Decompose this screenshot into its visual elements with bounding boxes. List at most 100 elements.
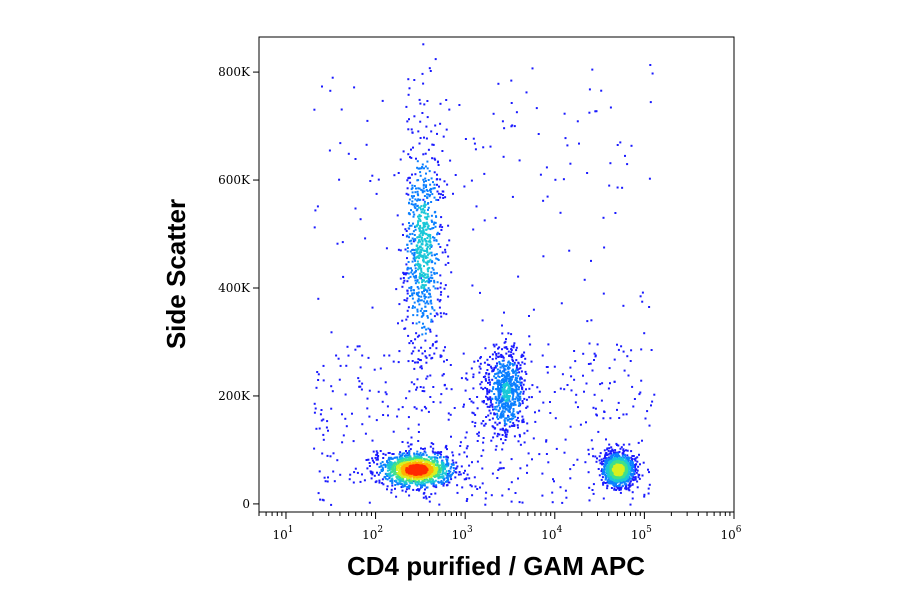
event-point [433, 221, 436, 224]
event-point [622, 413, 625, 416]
event-point [507, 380, 510, 383]
event-point [396, 472, 399, 475]
event-point [417, 361, 419, 364]
event-point [637, 441, 640, 444]
event-point [412, 240, 415, 243]
event-point [418, 246, 421, 249]
event-point [541, 472, 544, 475]
event-point [433, 239, 436, 242]
event-point [628, 482, 631, 485]
event-point [448, 472, 451, 475]
event-point [404, 228, 407, 231]
event-point [470, 400, 473, 403]
event-point [486, 388, 489, 390]
event-point [412, 230, 415, 233]
event-point [419, 120, 422, 123]
event-point [352, 481, 355, 484]
event-point [416, 255, 419, 258]
event-point [489, 355, 491, 358]
event-point [508, 390, 511, 393]
event-point [424, 280, 427, 283]
event-point [463, 403, 465, 406]
event-point [497, 352, 500, 355]
event-point [423, 390, 426, 393]
event-point [407, 93, 410, 96]
event-point [446, 462, 449, 465]
event-point [636, 486, 639, 489]
event-point [479, 356, 482, 358]
event-point [360, 388, 363, 391]
event-point [364, 237, 367, 240]
event-point [412, 203, 415, 206]
event-point [496, 368, 499, 371]
event-point [616, 144, 619, 146]
event-point [497, 398, 500, 401]
event-point [411, 269, 413, 272]
event-point [587, 363, 590, 365]
event-point [499, 387, 502, 390]
event-point [413, 292, 416, 295]
event-point [486, 369, 489, 371]
event-point [411, 322, 414, 325]
event-point [390, 488, 393, 491]
event-point [526, 464, 529, 467]
event-point [395, 479, 398, 482]
event-point [439, 122, 442, 125]
event-point [419, 206, 422, 209]
event-point [406, 267, 409, 270]
event-point [406, 459, 409, 461]
event-point [510, 378, 513, 381]
event-point [604, 454, 607, 457]
event-point [431, 267, 434, 270]
event-point [440, 475, 443, 478]
event-point [420, 365, 423, 368]
event-point [414, 478, 417, 481]
event-point [395, 288, 398, 291]
event-point [430, 477, 433, 480]
event-point [520, 356, 523, 358]
event-point [419, 309, 422, 312]
event-point [396, 415, 399, 418]
event-point [432, 268, 435, 271]
event-point [429, 480, 431, 483]
event-point [555, 447, 558, 450]
event-point [440, 216, 443, 219]
event-point [419, 386, 422, 388]
event-point [412, 350, 415, 353]
event-point [407, 461, 409, 464]
event-point [433, 196, 436, 199]
event-point [429, 243, 432, 246]
event-point [336, 242, 339, 245]
event-point [420, 238, 423, 241]
event-point [457, 473, 460, 476]
event-point [422, 259, 424, 262]
event-point [496, 364, 498, 367]
event-point [607, 453, 610, 456]
event-point [399, 461, 402, 464]
event-point [519, 367, 522, 370]
event-point [402, 478, 405, 481]
event-point [499, 428, 502, 431]
event-point [424, 305, 427, 308]
event-point [450, 463, 453, 466]
event-point [634, 468, 637, 471]
event-point [396, 214, 399, 217]
event-point [407, 416, 410, 419]
event-point [332, 470, 335, 473]
event-point [486, 358, 489, 361]
event-point [618, 483, 621, 486]
event-point [374, 456, 377, 459]
event-point [443, 466, 446, 469]
event-point [432, 236, 434, 239]
event-point [505, 392, 508, 395]
event-point [502, 406, 505, 408]
event-point [415, 250, 418, 253]
event-point [366, 397, 369, 400]
event-point [406, 266, 409, 269]
event-point [478, 431, 480, 434]
event-point [415, 269, 417, 272]
event-point [474, 148, 477, 151]
event-point [422, 274, 425, 277]
event-point [351, 412, 353, 415]
event-point [428, 195, 431, 198]
